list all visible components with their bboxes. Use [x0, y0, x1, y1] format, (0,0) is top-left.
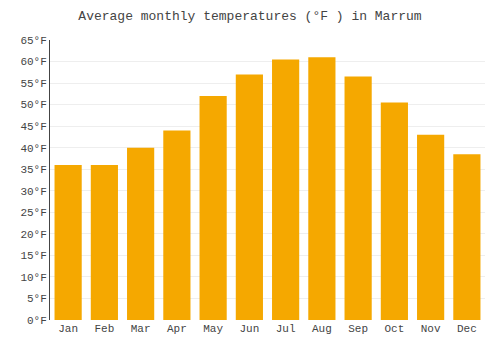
svg-text:Apr: Apr [167, 323, 187, 335]
svg-text:35°F: 35°F [20, 164, 46, 176]
svg-text:Nov: Nov [421, 323, 441, 335]
svg-text:Oct: Oct [384, 323, 404, 335]
svg-text:10°F: 10°F [20, 272, 46, 284]
svg-text:Feb: Feb [94, 323, 114, 335]
svg-text:20°F: 20°F [20, 229, 46, 241]
svg-text:0°F: 0°F [27, 315, 47, 327]
svg-text:65°F: 65°F [20, 35, 46, 47]
svg-text:55°F: 55°F [20, 78, 46, 90]
svg-text:Jun: Jun [239, 323, 259, 335]
svg-text:Average monthly temperatures (: Average monthly temperatures (°F ) in Ma… [78, 9, 421, 24]
svg-text:25°F: 25°F [20, 207, 46, 219]
svg-text:40°F: 40°F [20, 143, 46, 155]
svg-text:Jul: Jul [276, 323, 296, 335]
svg-text:May: May [203, 323, 223, 335]
svg-text:Dec: Dec [457, 323, 477, 335]
svg-text:30°F: 30°F [20, 186, 46, 198]
svg-text:5°F: 5°F [27, 293, 47, 305]
svg-text:Aug: Aug [312, 323, 332, 335]
svg-text:50°F: 50°F [20, 99, 46, 111]
svg-text:Sep: Sep [348, 323, 368, 335]
svg-text:60°F: 60°F [20, 56, 46, 68]
svg-text:15°F: 15°F [20, 250, 46, 262]
svg-text:45°F: 45°F [20, 121, 46, 133]
svg-text:Jan: Jan [58, 323, 78, 335]
svg-text:Mar: Mar [131, 323, 151, 335]
